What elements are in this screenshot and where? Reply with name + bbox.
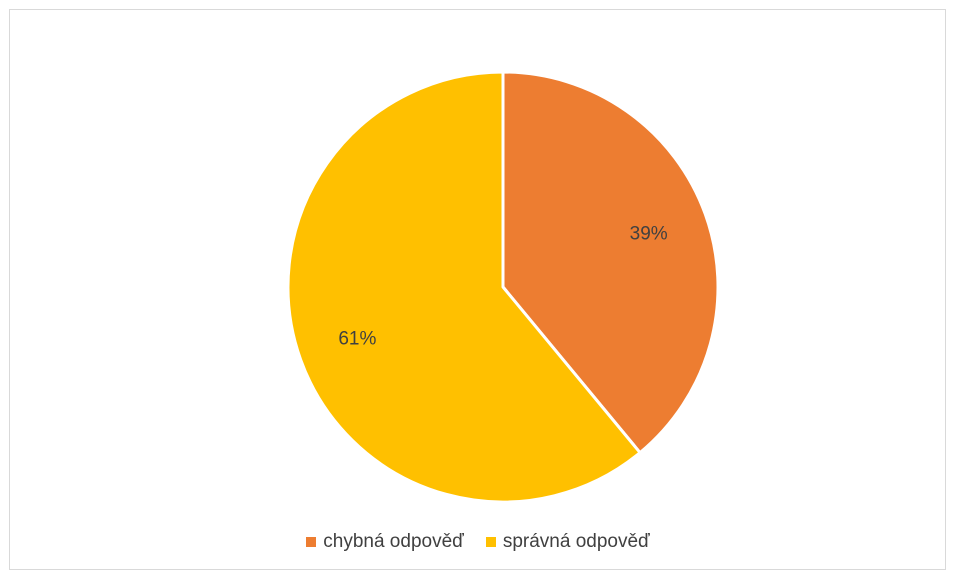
legend-item-chybna-odpoved: chybná odpověď (306, 531, 464, 553)
data-label-chybna-odpoved: 39% (630, 224, 668, 245)
legend-label-spravna-odpoved: správná odpověď (502, 531, 650, 552)
legend-label-chybna-odpoved: chybná odpověď (323, 531, 464, 552)
legend-swatch-chybna-odpoved (306, 537, 317, 547)
data-label-spravna-odpoved: 61% (338, 328, 376, 349)
pie-data-labels: 39% 61% (338, 224, 667, 350)
pie-slices (286, 70, 720, 504)
pie-slice-chybna-odpoved (501, 70, 720, 455)
legend: chybná odpověď správná odpověď (0, 526, 956, 558)
pie-slice-spravna-odpoved (286, 70, 642, 504)
legend-item-spravna-odpoved: správná odpověď (485, 531, 650, 553)
legend-swatch-spravna-odpoved (485, 537, 496, 547)
